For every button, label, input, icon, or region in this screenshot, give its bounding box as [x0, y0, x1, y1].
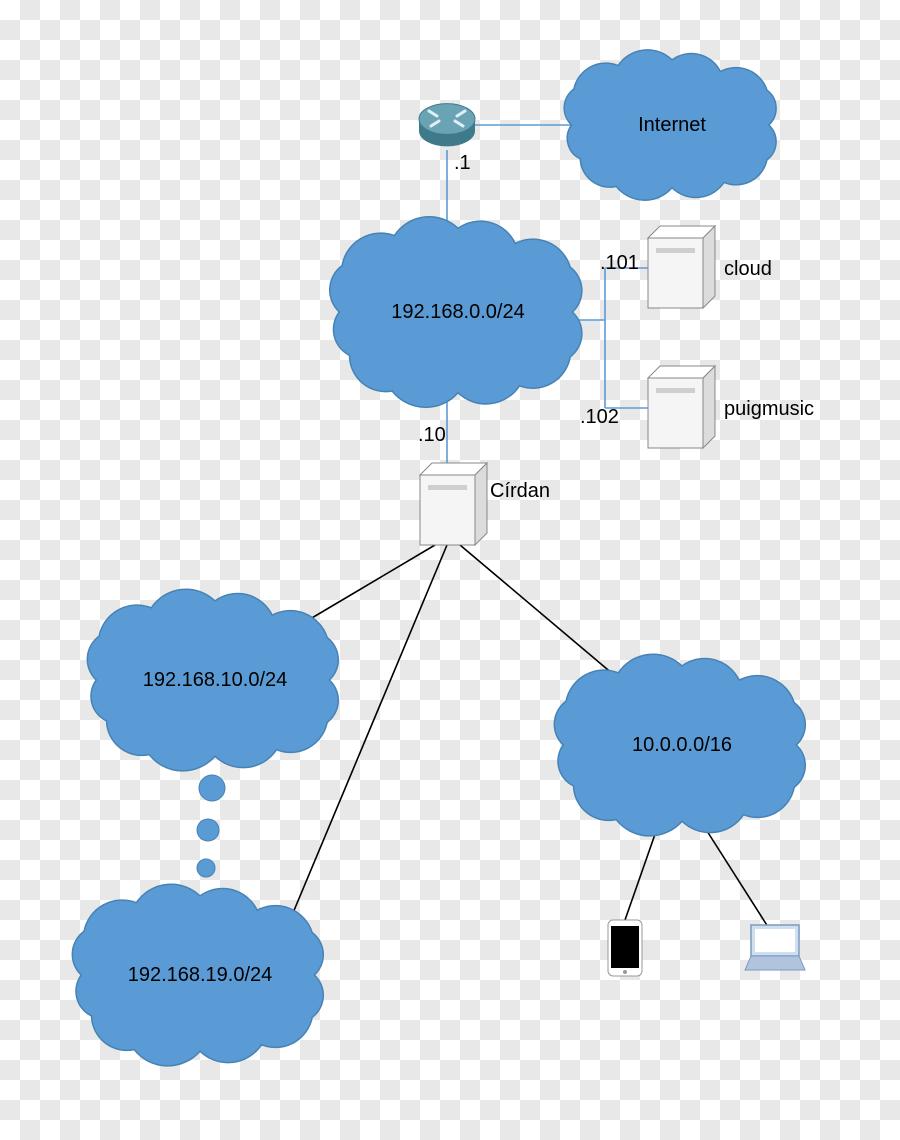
cloud-label-net19: 192.168.19.0/24 [128, 964, 273, 986]
cloud-net19: 192.168.19.0/24 [72, 884, 323, 1066]
cloud-label-net0: 192.168.0.0/24 [391, 301, 524, 323]
laptop-icon [745, 925, 805, 970]
ellipsis-dot [199, 775, 225, 801]
edge [300, 545, 435, 625]
cloud-net0: 192.168.0.0/24 [330, 217, 582, 408]
label-server-puigmusic: puigmusic [724, 398, 814, 421]
label-dot1: .1 [454, 152, 471, 175]
server-cirdan [420, 463, 487, 545]
cloud-label-net10_0: 10.0.0.0/16 [632, 734, 732, 756]
label-server-cirdan: Círdan [490, 480, 550, 503]
cloud-label-net10: 192.168.10.0/24 [143, 669, 288, 691]
label-server-cloud: cloud [724, 258, 772, 281]
server-cloud [648, 226, 715, 308]
server-puigmusic [648, 366, 715, 448]
diagram-canvas: Internet 192.168.0.0/24 192.168.10.0/24 192… [0, 0, 900, 1140]
ellipsis-dot [197, 819, 219, 841]
cloud-net10: 192.168.10.0/24 [87, 589, 338, 771]
ellipsis-dot [197, 859, 215, 877]
cloud-internet: Internet [564, 50, 776, 200]
phone-icon [608, 920, 642, 976]
router-icon [419, 104, 475, 147]
label-dot101: .101 [600, 252, 639, 275]
label-dot10: .10 [418, 424, 446, 447]
cloud-net10_0: 10.0.0.0/16 [554, 654, 805, 836]
edge [700, 820, 770, 930]
label-dot102: .102 [580, 406, 619, 429]
cloud-label-internet: Internet [638, 114, 706, 136]
edge [460, 545, 620, 680]
